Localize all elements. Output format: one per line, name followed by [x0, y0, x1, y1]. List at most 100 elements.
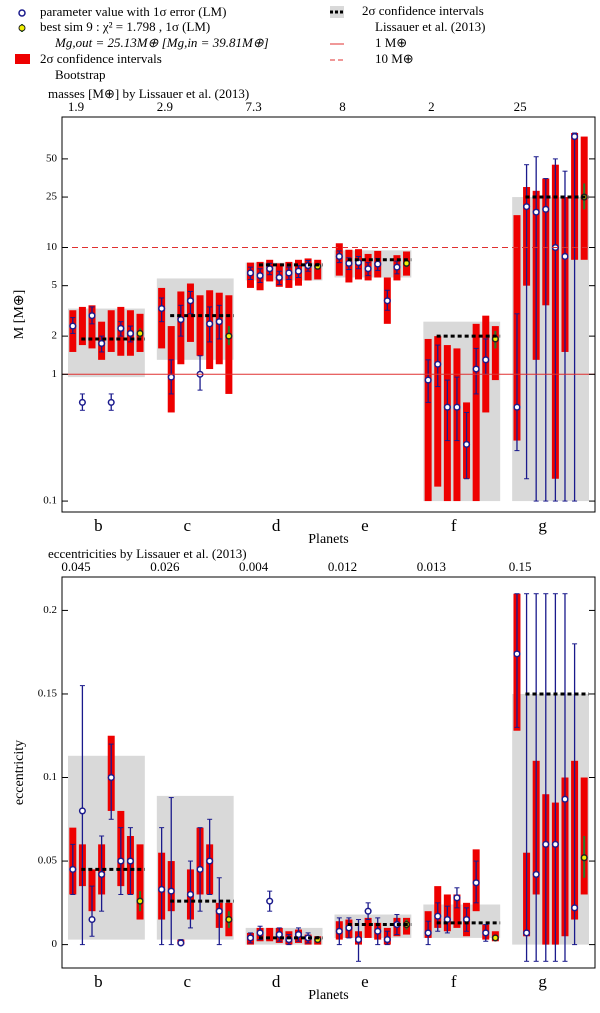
x-axis-title: Planets: [308, 532, 348, 547]
y-tick-label: 0: [52, 938, 58, 950]
point: [434, 360, 442, 368]
point: [256, 929, 264, 937]
x-tick-label: f: [451, 516, 457, 535]
bootstrap-bar: [78, 306, 86, 346]
point: [513, 403, 521, 411]
y-tick-label: 50: [46, 152, 58, 164]
x-tick-label: b: [94, 972, 103, 991]
top-tick-label: 0.045: [61, 559, 90, 574]
point: [472, 879, 480, 887]
y-axis-title: M [M⊕]: [12, 290, 27, 339]
legend: parameter value with 1σ error (LM) best …: [15, 3, 485, 82]
point: [78, 398, 86, 406]
point: [88, 915, 96, 924]
x-tick-label: c: [183, 972, 191, 991]
top-tick-label: 0.013: [417, 559, 446, 574]
legend-text: best sim 9 : χ² = 1.798 , 1σ (LM): [40, 19, 210, 34]
bootstrap-bar: [88, 305, 96, 349]
point: [561, 795, 569, 803]
point: [275, 931, 283, 939]
point: [186, 297, 194, 305]
x-tick-label: d: [272, 516, 281, 535]
point: [126, 329, 134, 337]
point: [246, 269, 255, 277]
top-tick-label: 7.3: [246, 99, 262, 114]
confidence-box: [245, 262, 323, 281]
point: [285, 269, 293, 277]
best-point: [491, 934, 499, 942]
best-point: [136, 329, 144, 337]
top-tick-label: 0.012: [328, 559, 357, 574]
point: [463, 440, 471, 448]
point: [482, 356, 490, 364]
point: [167, 373, 175, 381]
bootstrap-bar: [453, 894, 461, 928]
point: [424, 376, 432, 384]
point: [186, 890, 194, 899]
y-tick-label: 1: [52, 368, 58, 380]
point: [513, 650, 521, 658]
confidence-box: [334, 914, 412, 938]
top-tick-label: 0.004: [239, 559, 269, 574]
point: [453, 894, 461, 902]
point: [69, 865, 77, 873]
point: [374, 260, 382, 268]
best-point: [225, 915, 233, 924]
top-tick-label: 1.9: [68, 99, 84, 114]
legend-text: Bootstrap: [55, 67, 106, 82]
point: [443, 403, 451, 411]
point: [246, 934, 255, 942]
point: [482, 929, 490, 937]
x-tick-label: b: [94, 516, 103, 535]
point: [206, 857, 214, 865]
point: [571, 904, 579, 912]
top-tick-label: 2.9: [157, 99, 173, 114]
point: [206, 320, 214, 328]
point: [434, 912, 442, 920]
point: [472, 365, 480, 373]
point: [215, 907, 223, 915]
plot-frame: [61, 576, 596, 969]
bootstrap-bar: [491, 326, 499, 381]
bootstrap-bar: [364, 917, 372, 938]
point: [551, 840, 559, 848]
bootstrap-bar: [136, 844, 144, 920]
point: [523, 203, 531, 211]
point: [561, 252, 569, 261]
point: [345, 259, 353, 267]
legend-text: Lissauer et al. (2013): [375, 19, 485, 34]
point: [532, 208, 540, 216]
legend-text: 2σ confidence intervals: [40, 51, 162, 66]
x-tick-label: e: [361, 516, 369, 535]
point: [117, 324, 125, 332]
best-point: [136, 897, 144, 905]
point: [266, 265, 274, 273]
point: [107, 398, 115, 406]
bootstrap-bar: [196, 295, 204, 356]
bootstrap-bar: [424, 338, 432, 502]
point: [196, 865, 204, 873]
y-tick-label: 5: [52, 279, 58, 291]
point: [542, 840, 550, 848]
point: [256, 272, 264, 280]
point: [177, 939, 185, 947]
point: [88, 312, 96, 320]
x-tick-label: d: [272, 972, 281, 991]
point: [335, 252, 343, 261]
point: [275, 273, 283, 282]
legend-text: Mg,out = 25.13M⊕ [Mg,in = 39.81M⊕]: [54, 35, 269, 50]
point: [266, 897, 274, 905]
point: [335, 927, 343, 935]
point: [523, 929, 531, 937]
point: [69, 322, 77, 330]
point: [374, 927, 382, 935]
plot-area: [68, 593, 589, 962]
legend-text: parameter value with 1σ error (LM): [40, 4, 226, 19]
confidence-box: [245, 927, 323, 945]
point: [532, 870, 540, 878]
point: [294, 267, 303, 275]
point: [215, 318, 223, 326]
plot-area: [62, 132, 595, 502]
point: [364, 265, 372, 273]
